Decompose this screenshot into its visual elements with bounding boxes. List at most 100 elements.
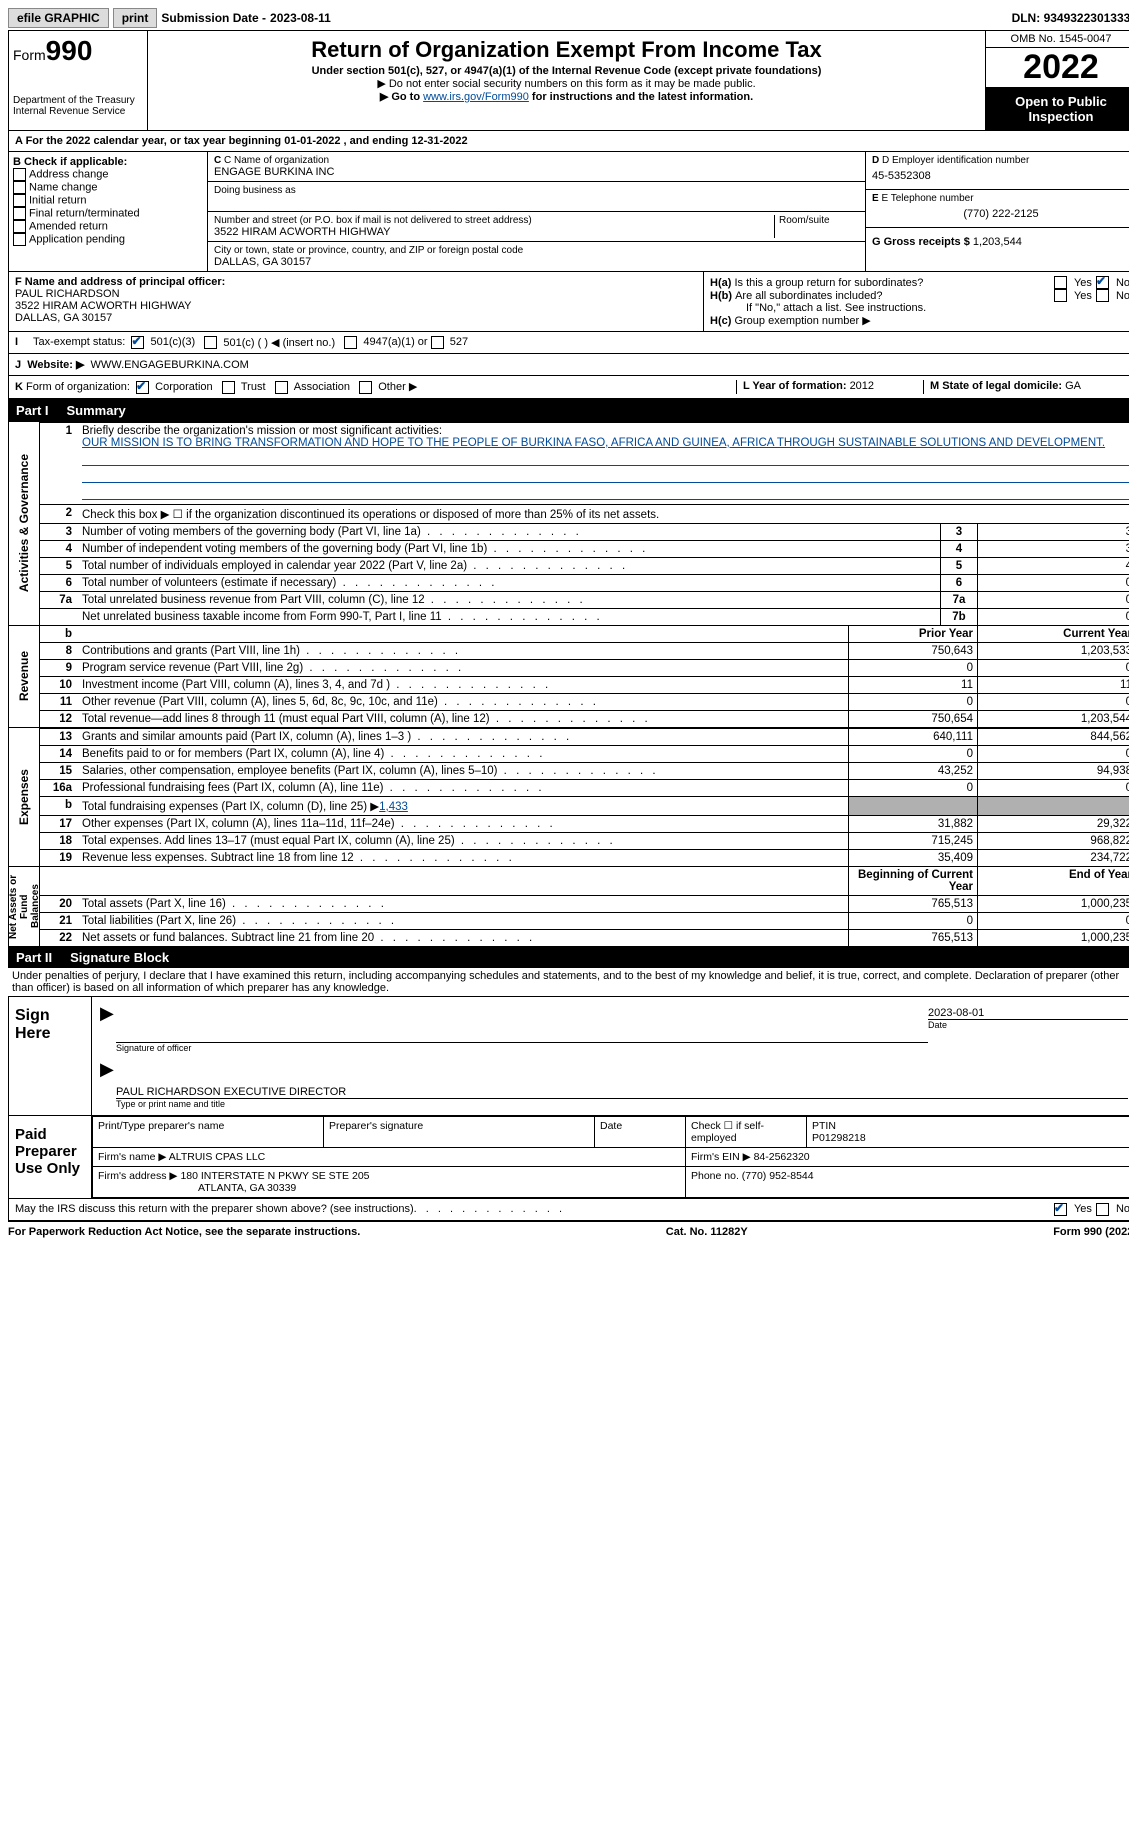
k-label: K xyxy=(15,381,23,393)
section-fh: F Name and address of principal officer:… xyxy=(8,272,1129,332)
checkbox-501c3[interactable] xyxy=(131,336,144,349)
addr-label: Number and street (or P.O. box if mail i… xyxy=(214,215,770,226)
ha-yes[interactable] xyxy=(1054,276,1067,289)
row-num: 17 xyxy=(40,815,78,832)
opt-name-change: Name change xyxy=(29,181,98,193)
row-text: Total revenue—add lines 8 through 11 (mu… xyxy=(78,710,849,727)
row-num: 11 xyxy=(40,693,78,710)
opt-assoc: Association xyxy=(294,381,350,393)
part2-label: Part II xyxy=(16,950,52,965)
row-num: 22 xyxy=(40,929,78,946)
prior-year-head: Prior Year xyxy=(849,626,978,643)
checkbox-initial-return[interactable] xyxy=(13,194,26,207)
line5-val: 4 xyxy=(978,557,1129,574)
discuss-yes-label: Yes xyxy=(1074,1203,1092,1215)
current-year-val: 0 xyxy=(978,779,1129,796)
row-num: 15 xyxy=(40,762,78,779)
firm-phone-cell: Phone no. (770) 952-8544 xyxy=(686,1166,1129,1197)
row-text: Total liabilities (Part X, line 26) xyxy=(78,912,849,929)
prior-year-val: 0 xyxy=(849,912,978,929)
part2-title: Signature Block xyxy=(70,950,169,965)
line5-text: Total number of individuals employed in … xyxy=(78,557,941,574)
line-j: J Website: ▶ WWW.ENGAGEBURKINA.COM xyxy=(8,354,1129,376)
prior-year-val: 0 xyxy=(849,693,978,710)
preparer-label: Paid Preparer Use Only xyxy=(9,1116,92,1198)
phone: (770) 222-2125 xyxy=(872,204,1129,224)
row-text: Total fundraising expenses (Part IX, col… xyxy=(78,796,849,815)
discuss-no[interactable] xyxy=(1096,1203,1109,1216)
officer-name: PAUL RICHARDSON xyxy=(15,288,120,300)
discuss-text: May the IRS discuss this return with the… xyxy=(15,1203,414,1216)
checkbox-amended-return[interactable] xyxy=(13,220,26,233)
checkbox-name-change[interactable] xyxy=(13,181,26,194)
hc-label: H(c) xyxy=(710,315,731,327)
hb-label: H(b) xyxy=(710,290,732,302)
checkbox-final-return[interactable] xyxy=(13,207,26,220)
yes-label: Yes xyxy=(1074,277,1092,289)
prep-name-cell: Print/Type preparer's name xyxy=(93,1116,324,1147)
checkbox-527[interactable] xyxy=(431,336,444,349)
governance-side-label: Activities & Governance xyxy=(15,450,33,596)
top-bar: efile GRAPHIC print Submission Date - 20… xyxy=(8,8,1129,28)
submission-date-label: Submission Date - xyxy=(161,11,266,25)
discuss-yes[interactable] xyxy=(1054,1203,1067,1216)
current-year-val: 968,822 xyxy=(978,832,1129,849)
ha-label: H(a) xyxy=(710,277,731,289)
sig-officer-label: Signature of officer xyxy=(116,1043,928,1053)
website-value: WWW.ENGAGEBURKINA.COM xyxy=(91,359,249,371)
line7b-val: 0 xyxy=(978,608,1129,625)
current-year-val: 0 xyxy=(978,659,1129,676)
line6-num: 6 xyxy=(40,574,78,591)
mission-line xyxy=(82,485,1129,500)
current-year-val: 1,000,235 xyxy=(978,929,1129,946)
netassets-side-label: Net Assets or Fund Balances xyxy=(6,867,43,946)
checkbox-address-change[interactable] xyxy=(13,168,26,181)
c-label: C C Name of organization xyxy=(214,155,859,166)
checkbox-501c[interactable] xyxy=(204,336,217,349)
checkbox-assoc[interactable] xyxy=(275,381,288,394)
submission-date: 2023-08-11 xyxy=(270,11,331,25)
checkbox-other[interactable] xyxy=(359,381,372,394)
officer-addr1: 3522 HIRAM ACWORTH HIGHWAY xyxy=(15,300,191,312)
line3-text: Number of voting members of the governin… xyxy=(78,523,941,540)
firm-addr-cell: Firm's address ▶ 180 INTERSTATE N PKWY S… xyxy=(93,1166,686,1197)
officer-signature-line[interactable] xyxy=(116,1024,928,1043)
l-val: 2012 xyxy=(850,380,874,392)
hb-no[interactable] xyxy=(1096,289,1109,302)
tax-year: 2022 xyxy=(986,48,1129,88)
irs-link[interactable]: www.irs.gov/Form990 xyxy=(423,91,529,103)
print-button[interactable]: print xyxy=(113,8,158,28)
mission-text: OUR MISSION IS TO BRING TRANSFORMATION A… xyxy=(82,437,1105,449)
ha-no[interactable] xyxy=(1096,276,1109,289)
checkbox-trust[interactable] xyxy=(222,381,235,394)
current-year-val: 1,203,544 xyxy=(978,710,1129,727)
omb-number: OMB No. 1545-0047 xyxy=(986,31,1129,48)
firm-name-cell: Firm's name ▶ ALTRUIS CPAS LLC xyxy=(93,1147,686,1166)
line4-box: 4 xyxy=(941,540,978,557)
current-year-val: 29,322 xyxy=(978,815,1129,832)
governance-table: 1 Briefly describe the organization's mi… xyxy=(40,422,1129,625)
expenses-side-label: Expenses xyxy=(15,765,33,829)
line6-val: 0 xyxy=(978,574,1129,591)
prior-year-val: 35,409 xyxy=(849,849,978,866)
line6-text: Total number of volunteers (estimate if … xyxy=(78,574,941,591)
row-num: 21 xyxy=(40,912,78,929)
no-label-2: No xyxy=(1116,290,1129,302)
row-text: Revenue less expenses. Subtract line 18 … xyxy=(78,849,849,866)
checkbox-app-pending[interactable] xyxy=(13,233,26,246)
expenses-table: 13Grants and similar amounts paid (Part … xyxy=(40,728,1129,866)
checkbox-4947[interactable] xyxy=(344,336,357,349)
hb-yes[interactable] xyxy=(1054,289,1067,302)
b-label: B Check if applicable: xyxy=(13,156,127,168)
row-num: 8 xyxy=(40,642,78,659)
no-label: No xyxy=(1116,277,1129,289)
hb-note: If "No," attach a list. See instructions… xyxy=(710,302,1129,314)
section-bcdeg: B Check if applicable: Address change Na… xyxy=(8,152,1129,272)
mission-line xyxy=(82,451,1129,466)
checkbox-corp[interactable] xyxy=(136,381,149,394)
current-year-val: 234,722 xyxy=(978,849,1129,866)
line4-text: Number of independent voting members of … xyxy=(78,540,941,557)
city-label: City or town, state or province, country… xyxy=(214,245,859,256)
efile-button[interactable]: efile GRAPHIC xyxy=(8,8,109,28)
line-i: I Tax-exempt status: 501(c)(3) 501(c) ( … xyxy=(8,332,1129,354)
